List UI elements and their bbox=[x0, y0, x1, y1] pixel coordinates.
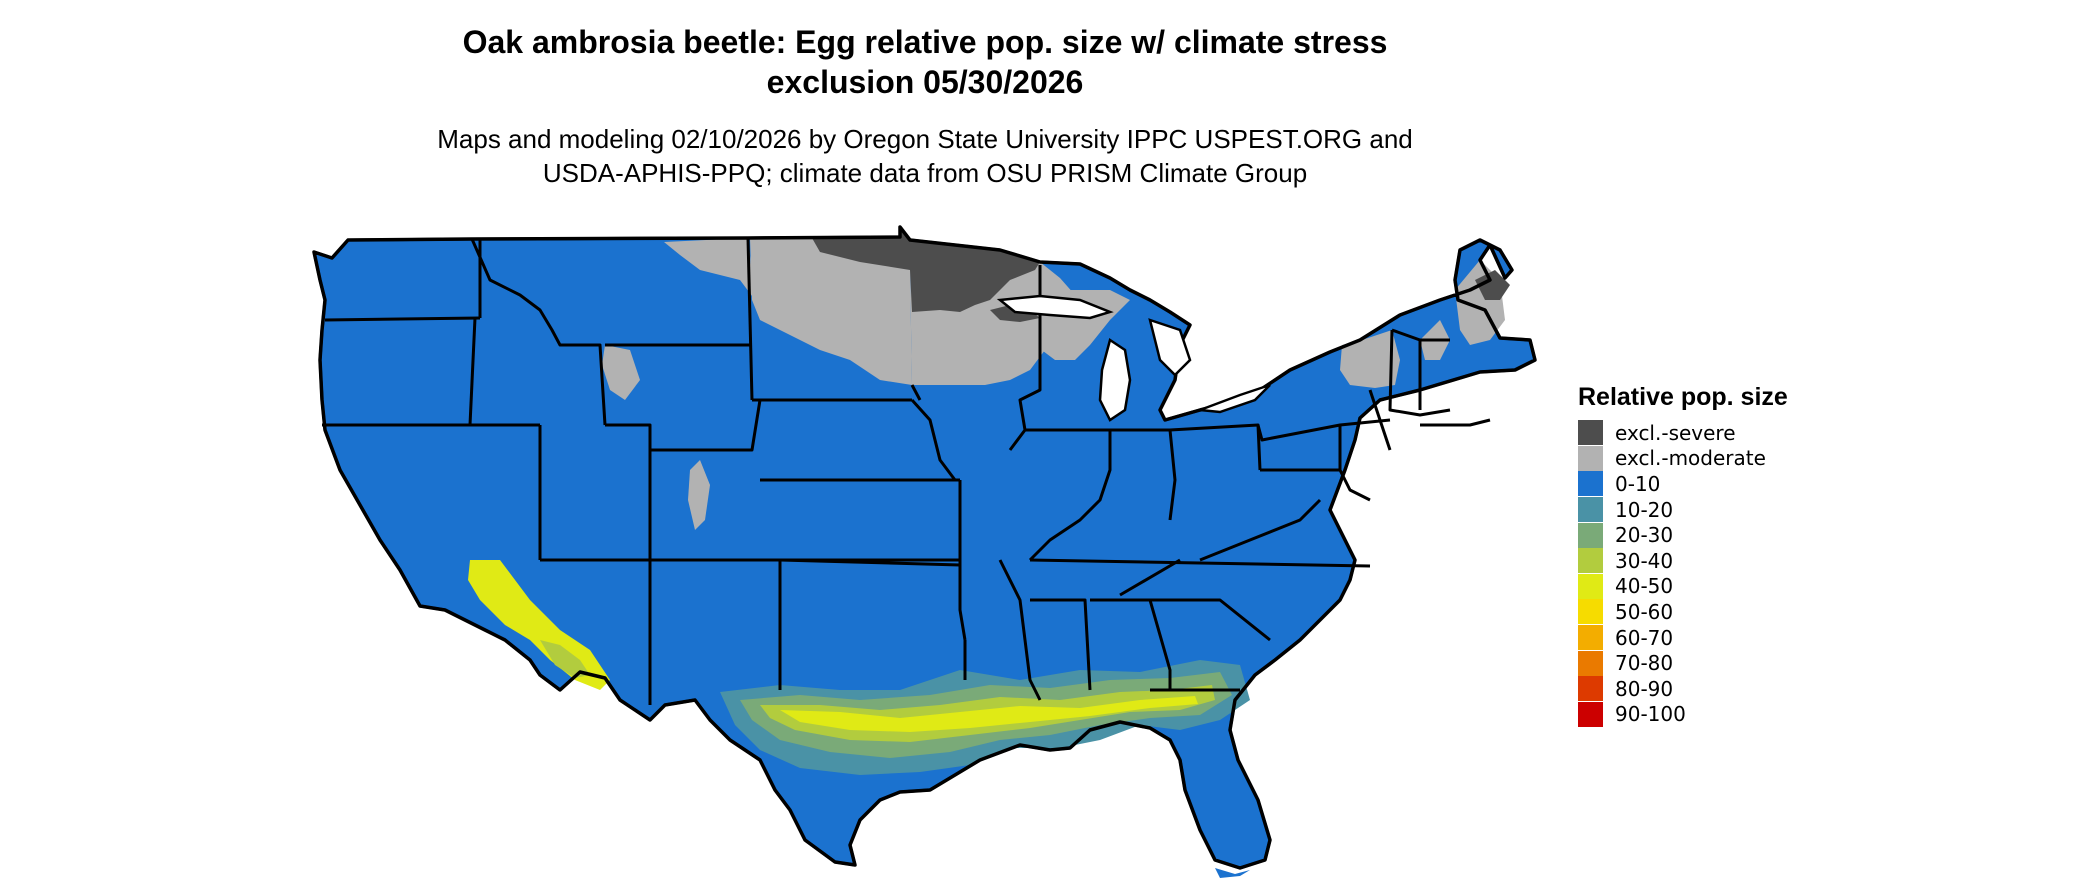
great-lakes bbox=[996, 294, 1271, 422]
legend: Relative pop. size excl.-severe excl.-mod… bbox=[1578, 380, 1788, 727]
subtitle-line-2: USDA-APHIS-PPQ; climate data from OSU PR… bbox=[542, 158, 1308, 188]
us-outline-stroke bbox=[312, 225, 1537, 870]
legend-swatch bbox=[1578, 650, 1603, 676]
legend-swatch bbox=[1578, 497, 1603, 523]
lake-michigan bbox=[1098, 337, 1132, 422]
legend-swatch bbox=[1578, 599, 1603, 625]
legend-swatch bbox=[1578, 548, 1603, 574]
legend-item: 60-70 bbox=[1578, 625, 1788, 651]
legend-label: 30-40 bbox=[1615, 548, 1674, 573]
legend-label: 20-30 bbox=[1615, 523, 1674, 548]
legend-item: 70-80 bbox=[1578, 650, 1788, 676]
legend-item: 0-10 bbox=[1578, 471, 1788, 497]
title-line-1: Oak ambrosia beetle: Egg relative pop. s… bbox=[462, 24, 1388, 60]
legend-item: 40-50 bbox=[1578, 573, 1788, 600]
legend-label: 70-80 bbox=[1615, 651, 1674, 676]
map-title: Oak ambrosia beetle: Egg relative pop. s… bbox=[0, 22, 1850, 102]
legend-label: excl.-severe bbox=[1615, 420, 1736, 445]
subtitle-line-1: Maps and modeling 02/10/2026 by Oregon S… bbox=[437, 124, 1413, 154]
legend-item: 50-60 bbox=[1578, 599, 1788, 625]
legend-item: 20-30 bbox=[1578, 522, 1788, 548]
legend-label: 90-100 bbox=[1615, 702, 1686, 727]
legend-item: 90-100 bbox=[1578, 701, 1788, 728]
legend-label: 60-70 bbox=[1615, 625, 1674, 650]
legend-item: 30-40 bbox=[1578, 548, 1788, 574]
excl-moderate-regions bbox=[602, 237, 1505, 530]
legend-label: 50-60 bbox=[1615, 599, 1674, 624]
florida-keys bbox=[1215, 868, 1250, 878]
climate-bands bbox=[468, 560, 1250, 775]
legend-swatch bbox=[1578, 445, 1603, 471]
legend-swatch bbox=[1578, 701, 1603, 727]
lake-huron bbox=[1148, 318, 1192, 377]
legend-swatch bbox=[1578, 625, 1603, 651]
lake-erie bbox=[1199, 383, 1271, 414]
legend-item: excl.-severe bbox=[1578, 420, 1788, 446]
legend-label: excl.-moderate bbox=[1615, 446, 1766, 471]
legend-swatch bbox=[1578, 420, 1603, 446]
legend-label: 40-50 bbox=[1615, 574, 1674, 599]
legend-swatch bbox=[1578, 522, 1603, 548]
legend-label: 80-90 bbox=[1615, 676, 1674, 701]
legend-item: 80-90 bbox=[1578, 676, 1788, 702]
lake-superior bbox=[996, 294, 1114, 320]
legend-item: 10-20 bbox=[1578, 497, 1788, 523]
legend-swatch bbox=[1578, 573, 1603, 599]
legend-title: Relative pop. size bbox=[1578, 383, 1788, 411]
legend-swatch bbox=[1578, 471, 1603, 497]
state-borders bbox=[322, 237, 1491, 705]
title-line-2: exclusion 05/30/2026 bbox=[766, 64, 1084, 100]
legend-label: 10-20 bbox=[1615, 497, 1674, 522]
map-subtitle: Maps and modeling 02/10/2026 by Oregon S… bbox=[0, 122, 1850, 190]
legend-label: 0-10 bbox=[1615, 471, 1661, 496]
legend-swatch bbox=[1578, 676, 1603, 702]
legend-items: excl.-severe excl.-moderate 0-10 10-20 20-30… bbox=[1578, 420, 1788, 727]
legend-item: excl.-moderate bbox=[1578, 445, 1788, 472]
